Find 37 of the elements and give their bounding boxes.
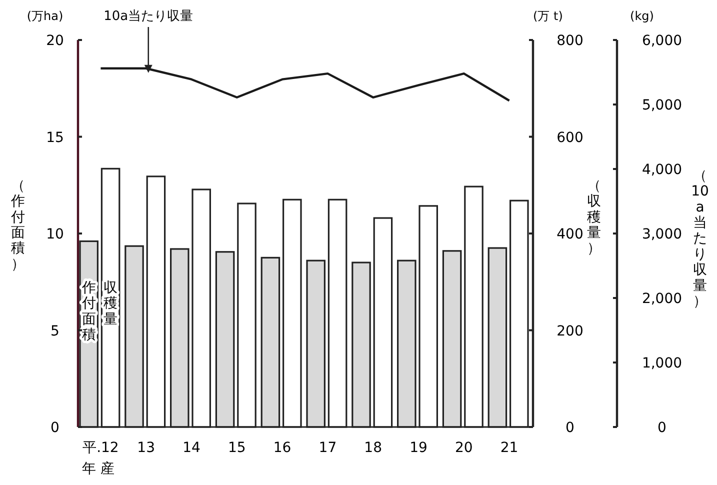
x-tick-label: 21 <box>500 440 518 456</box>
x-tick-label: 18 <box>364 440 382 456</box>
x-tick-label: 平.12 <box>82 440 119 456</box>
y2-tick-label: 800 <box>556 33 584 49</box>
y2-tick-label: 600 <box>556 130 584 146</box>
y2-tick-label: 200 <box>556 323 584 340</box>
x-tick-label: 19 <box>410 440 428 456</box>
text: (kg) <box>630 9 654 23</box>
x-tick-label: 14 <box>182 440 200 456</box>
y-tick-label: 10 <box>46 226 64 242</box>
y2-tick-label: 400 <box>556 226 584 242</box>
x-axis-title: 年 産 <box>82 461 115 477</box>
text: (万ha) <box>26 9 64 23</box>
x-tick-label: 20 <box>454 440 473 456</box>
y-tick-label: 5 <box>50 323 60 340</box>
y-tick-label: 0 <box>50 420 60 436</box>
y-axis-title: （作付面積） <box>10 178 25 272</box>
y3-tick-label: 4,000 <box>642 162 682 178</box>
x-tick-label: 13 <box>137 440 156 456</box>
x-tick-label: 16 <box>273 440 292 456</box>
text: 10a当たり収量 <box>104 9 194 24</box>
y2-tick-label: 0 <box>566 420 574 436</box>
y3-tick-label: 3,000 <box>642 226 682 242</box>
y2-axis-title: （収穫量） <box>587 178 601 257</box>
y3-tick-label: 5,000 <box>642 98 682 114</box>
text: (万 t) <box>533 9 563 23</box>
text: （10a当たり収量） <box>691 168 709 310</box>
x-tick-label: 15 <box>228 440 246 456</box>
y-tick-label: 15 <box>46 130 64 146</box>
y3-tick-label: 0 <box>658 420 666 436</box>
y3-tick-label: 2,000 <box>642 291 682 307</box>
series-label: 収穫量 <box>104 280 118 328</box>
series-label: 作付面積 <box>80 280 96 344</box>
y3-tick-label: 1,000 <box>642 356 682 372</box>
y-tick-label: 20 <box>46 33 64 49</box>
x-tick-label: 17 <box>318 440 337 456</box>
y3-tick-label: 6,000 <box>642 33 682 49</box>
